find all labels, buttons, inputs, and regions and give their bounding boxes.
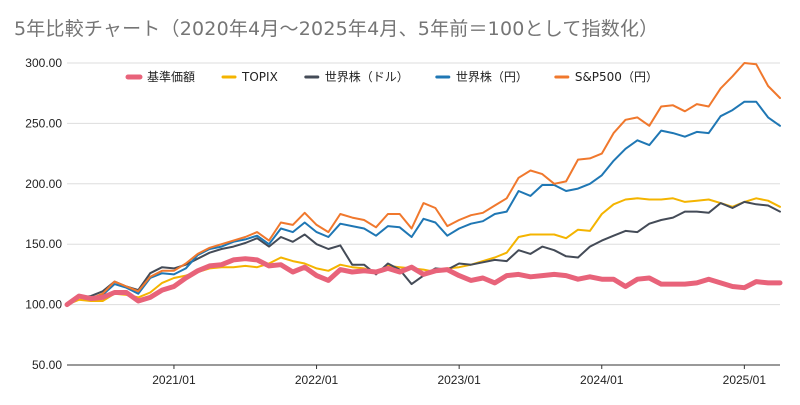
- x-tick-label: 2023/01: [437, 373, 481, 387]
- legend-item-3: 世界株（円）: [435, 69, 528, 84]
- x-tick-label: 2025/01: [723, 373, 767, 387]
- y-tick-label: 100.00: [25, 298, 62, 312]
- chart-title: 5年比較チャート（2020年4月〜2025年4月、5年前＝100として指数化）: [14, 18, 659, 40]
- gridlines: [67, 62, 780, 366]
- series-line-4: [66, 62, 781, 306]
- series-line-3: [66, 100, 781, 306]
- axes: 50.00 100.00 150.00 200.00 250.00 300.00 2021/…: [25, 56, 766, 387]
- legend-label: 基準価額: [147, 69, 195, 84]
- y-tick-label: 250.00: [25, 116, 62, 130]
- series-lines: [64, 62, 783, 308]
- legend-item-2: 世界株（ドル）: [304, 69, 409, 84]
- series-line-2: [66, 200, 781, 306]
- series-line-0: [64, 256, 783, 308]
- legend-label: 世界株（ドル）: [325, 69, 409, 84]
- y-tick-label: 150.00: [25, 237, 62, 251]
- legend-item-0: 基準価額: [125, 69, 195, 84]
- y-tick-label: 300.00: [25, 56, 62, 70]
- x-tick-label: 2022/01: [295, 373, 339, 387]
- legend-item-1: TOPIX: [221, 70, 278, 84]
- legend-item-4: S&P500（円）: [554, 70, 658, 84]
- legend-label: TOPIX: [241, 70, 278, 84]
- x-tick-label: 2024/01: [580, 373, 624, 387]
- legend-label: S&P500（円）: [575, 70, 658, 84]
- legend-label: 世界株（円）: [456, 69, 528, 84]
- y-tick-label: 200.00: [25, 177, 62, 191]
- x-tick-label: 2021/01: [152, 373, 196, 387]
- y-tick-label: 50.00: [32, 358, 62, 372]
- legend: 基準価額 TOPIX 世界株（ドル） 世界株（円） S&P500（円）: [125, 69, 658, 84]
